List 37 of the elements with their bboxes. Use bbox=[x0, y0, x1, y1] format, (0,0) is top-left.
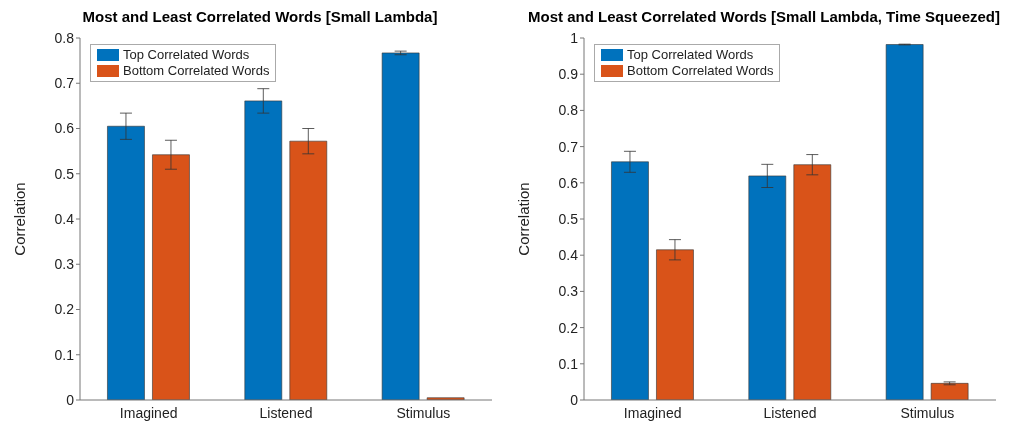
y-tick-label: 0.6 bbox=[54, 120, 75, 137]
bar bbox=[885, 44, 924, 400]
legend-label: Bottom Correlated Words bbox=[123, 63, 270, 79]
y-tick-label: 0.7 bbox=[558, 138, 579, 155]
y-axis-title: Correlation bbox=[11, 182, 29, 256]
x-tick-label: Listened bbox=[763, 404, 817, 421]
y-tick-label: 0.3 bbox=[558, 283, 579, 300]
y-tick-label: 0.5 bbox=[54, 165, 75, 182]
y-tick-label: 0.4 bbox=[54, 210, 75, 227]
y-tick-label: 0.5 bbox=[558, 210, 579, 227]
y-tick-label: 0.6 bbox=[558, 174, 579, 191]
y-tick-label: 0.2 bbox=[558, 319, 579, 336]
y-axis-title: Correlation bbox=[515, 182, 533, 256]
x-tick-label: Stimulus bbox=[396, 404, 451, 421]
y-tick-label: 0.4 bbox=[558, 247, 579, 264]
y-tick-label: 0.1 bbox=[558, 355, 579, 372]
y-tick-label: 0.8 bbox=[54, 29, 75, 46]
legend-label: Top Correlated Words bbox=[123, 47, 250, 63]
y-tick-label: 1 bbox=[570, 29, 579, 46]
y-tick-label: 0.8 bbox=[558, 102, 579, 119]
chart-title: Most and Least Correlated Words [Small Lambda, Time Squeezed] bbox=[526, 8, 1001, 27]
bar bbox=[381, 52, 420, 400]
y-tick-label: 0.2 bbox=[54, 301, 75, 318]
y-tick-label: 0 bbox=[66, 391, 75, 408]
chart-title: Most and Least Correlated Words [Small Lambda] bbox=[81, 8, 439, 27]
x-tick-label: Listened bbox=[259, 404, 313, 421]
y-tick-label: 0.1 bbox=[54, 346, 75, 363]
y-tick-label: 0.9 bbox=[558, 66, 579, 83]
x-tick-label: Stimulus bbox=[900, 404, 955, 421]
x-tick-label: Imagined bbox=[119, 404, 178, 421]
legend-label: Top Correlated Words bbox=[627, 47, 754, 63]
x-tick-label: Imagined bbox=[623, 404, 682, 421]
bar bbox=[930, 383, 969, 400]
y-tick-label: 0 bbox=[570, 391, 579, 408]
y-tick-label: 0.7 bbox=[54, 75, 75, 92]
legend-label: Bottom Correlated Words bbox=[627, 63, 774, 79]
y-tick-label: 0.3 bbox=[54, 256, 75, 273]
